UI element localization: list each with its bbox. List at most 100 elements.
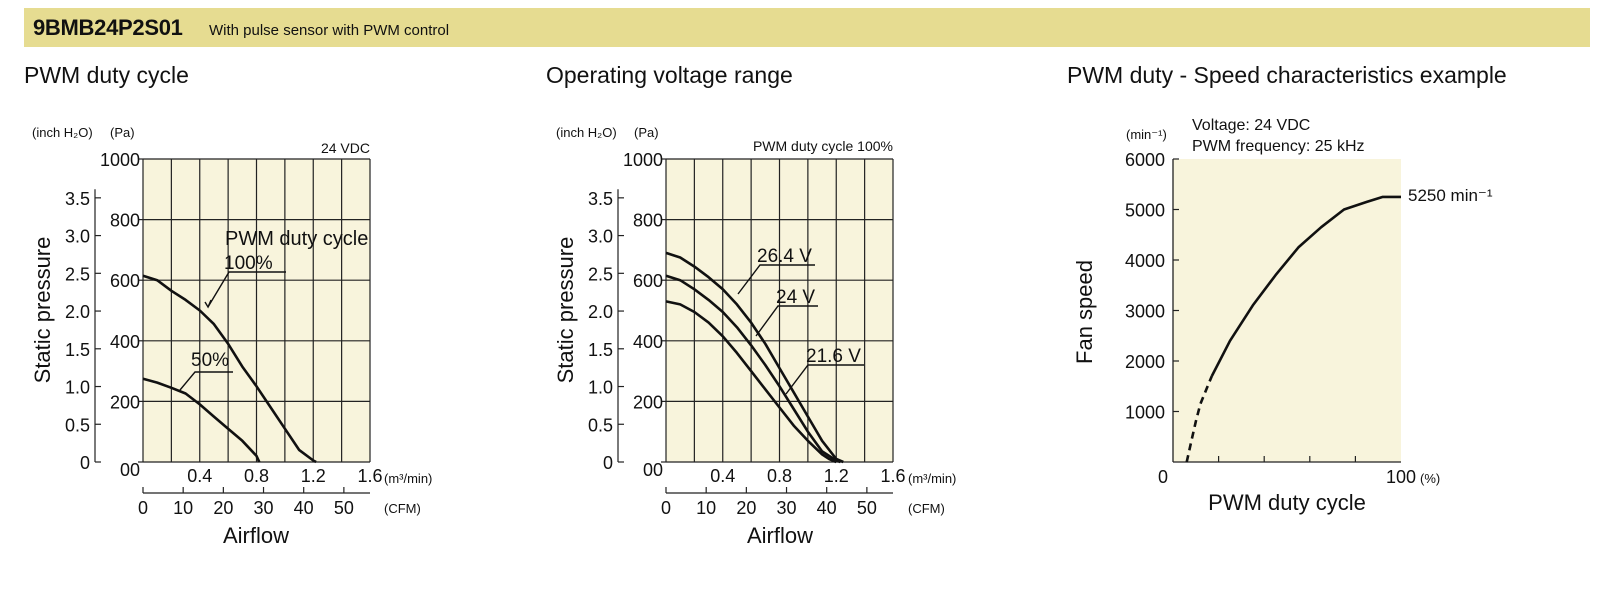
- chart1-x-tick-label: 1.2: [301, 466, 326, 486]
- chart2-axes: 0200400600800100000.51.01.52.02.53.03.50…: [588, 150, 906, 518]
- chart2-series-24-label: 24 V: [776, 287, 815, 308]
- chart1-y-unit-inh2o: (inch H₂O): [32, 125, 93, 140]
- chart2-x-tick-label: 1.2: [824, 466, 849, 486]
- chart1-inh2o-tick-label: 0: [80, 453, 90, 473]
- chart1-x-origin-label: 0: [120, 460, 130, 480]
- chart3-series-dashed: [1185, 375, 1214, 463]
- chart1-inh2o-tick-label: 2.0: [65, 302, 90, 322]
- chart1-curves: [142, 271, 317, 464]
- chart2-x-tick-label: 0.4: [710, 466, 735, 486]
- chart1-x-unit-m3: (m³/min): [384, 471, 432, 486]
- chart1-cfm-tick-label: 30: [254, 498, 274, 518]
- chart1: 0200400600800100000.51.01.52.02.53.03.50…: [30, 125, 432, 548]
- chart2-pa-tick-label: 600: [633, 271, 663, 291]
- chart2-ylabel: Static pressure: [553, 237, 578, 384]
- chart2-cfm-tick-label: 40: [817, 498, 837, 518]
- chart2-cfm-tick-label: 20: [736, 498, 756, 518]
- chart2-x-tick-label: 1.6: [880, 466, 905, 486]
- chart2-inh2o-tick-label: 0: [603, 453, 613, 473]
- chart1-annotation: PWM duty cycle: [225, 228, 368, 250]
- chart3-series-solid: [1210, 195, 1401, 377]
- chart1-series-0: [142, 274, 317, 464]
- chart3-curves: [1185, 195, 1401, 463]
- chart1-pa-tick-label: 800: [110, 211, 140, 231]
- chart3-x-unit: (%): [1420, 471, 1440, 486]
- chart1-inh2o-tick-label: 2.5: [65, 264, 90, 284]
- chart2-inh2o-tick-label: 2.5: [588, 264, 613, 284]
- chart2-leader-216: [785, 364, 864, 395]
- chart3-xlabel: PWM duty cycle: [1208, 490, 1366, 515]
- chart2-condition: PWM duty cycle 100%: [753, 138, 893, 154]
- chart2-y-unit-pa: (Pa): [634, 125, 659, 140]
- chart1-arrow-100: [204, 299, 212, 309]
- chart2-series-2: [665, 300, 837, 464]
- chart1-cfm-tick-label: 10: [173, 498, 193, 518]
- chart2-series-1: [665, 274, 841, 464]
- chart2-inh2o-tick-label: 1.0: [588, 378, 613, 398]
- chart1-pa-tick-label: 400: [110, 332, 140, 352]
- chart1-cfm-tick-label: 20: [213, 498, 233, 518]
- chart3-annotation-voltage: Voltage: 24 VDC: [1192, 117, 1310, 134]
- chart1-inh2o-tick-label: 0.5: [65, 415, 90, 435]
- chart1-x-tick-label: 1.6: [357, 466, 382, 486]
- chart1-inh2o-tick-label: 3.0: [65, 227, 90, 247]
- chart1-inh2o-tick-label: 1.5: [65, 340, 90, 360]
- chart1-xlabel: Airflow: [223, 523, 289, 548]
- chart1-x-tick-label: 0.4: [187, 466, 212, 486]
- chart3-end-label: 5250 min⁻¹: [1408, 186, 1493, 205]
- chart2-series-216-label: 21.6 V: [806, 346, 861, 367]
- chart1-title: PWM duty cycle: [24, 62, 189, 88]
- model-description: With pulse sensor with PWM control: [209, 22, 450, 39]
- chart3-y-tick-label: 2000: [1125, 352, 1165, 372]
- chart3-y-tick-label: 6000: [1125, 150, 1165, 170]
- chart2-xlabel: Airflow: [747, 523, 813, 548]
- header-band: 9BMB24P2S01 With pulse sensor with PWM c…: [24, 8, 1590, 47]
- chart1-leader-50: [179, 371, 233, 391]
- chart3-y-tick-label: 5000: [1125, 201, 1165, 221]
- chart1-cfm-tick-label: 0: [138, 498, 148, 518]
- chart1-pa-tick-label: 0: [130, 460, 140, 480]
- model-number: 9BMB24P2S01: [33, 15, 183, 40]
- chart1-pa-tick-label: 1000: [100, 150, 140, 170]
- chart3-y-tick-label: 3000: [1125, 302, 1165, 322]
- chart3-x-tick-label: 100: [1386, 467, 1416, 487]
- chart2-grid: [665, 158, 894, 463]
- chart1-ylabel: Static pressure: [30, 237, 55, 384]
- chart2-pa-tick-label: 0: [653, 460, 663, 480]
- chart2-cfm-tick-label: 0: [661, 498, 671, 518]
- chart2-title: Operating voltage range: [546, 62, 793, 88]
- chart2-pa-tick-label: 400: [633, 332, 663, 352]
- chart1-y-unit-pa: (Pa): [110, 125, 135, 140]
- chart2-inh2o-tick-label: 1.5: [588, 340, 613, 360]
- chart1-x-unit-cfm: (CFM): [384, 501, 421, 516]
- chart2-series-264-label: 26.4 V: [757, 246, 812, 267]
- chart1-cfm-tick-label: 50: [334, 498, 354, 518]
- chart2-x-origin-label: 0: [643, 460, 653, 480]
- chart3-annotation-frequency: PWM frequency: 25 kHz: [1192, 138, 1365, 155]
- chart2-cfm-tick-label: 10: [696, 498, 716, 518]
- chart2-leader-264: [737, 264, 815, 295]
- chart2-x-tick-label: 0.8: [767, 466, 792, 486]
- chart2-inh2o-tick-label: 3.5: [588, 189, 613, 209]
- chart2-inh2o-tick-label: 2.0: [588, 302, 613, 322]
- chart3-ylabel: Fan speed: [1072, 260, 1097, 364]
- chart2-x-unit-m3: (m³/min): [908, 471, 956, 486]
- chart1-series-100-label: 100%: [224, 253, 273, 274]
- chart3: 1000 2000 3000 4000 5000 6000 0 100 (min⁻¹) Vol…: [1072, 117, 1493, 515]
- chart1-leader-100: [207, 271, 286, 308]
- chart2-pa-tick-label: 1000: [623, 150, 663, 170]
- chart3-y-unit: (min⁻¹): [1126, 127, 1167, 142]
- chart3-y-tick-label: 4000: [1125, 251, 1165, 271]
- chart1-x-tick-label: 0.8: [244, 466, 269, 486]
- chart3-plot-area: [1173, 159, 1401, 462]
- chart1-grid: [142, 158, 371, 463]
- chart2-y-unit-inh2o: (inch H₂O): [556, 125, 617, 140]
- chart2-cfm-tick-label: 30: [777, 498, 797, 518]
- chart2-leader-24: [755, 305, 818, 337]
- chart1-series-50-label: 50%: [191, 350, 229, 371]
- chart2-pa-tick-label: 200: [633, 392, 663, 412]
- chart3-axes: 1000 2000 3000 4000 5000 6000 0 100: [1125, 150, 1416, 487]
- chart1-axes: 0200400600800100000.51.01.52.02.53.03.50…: [65, 150, 383, 518]
- chart3-y-tick-label: 1000: [1125, 403, 1165, 423]
